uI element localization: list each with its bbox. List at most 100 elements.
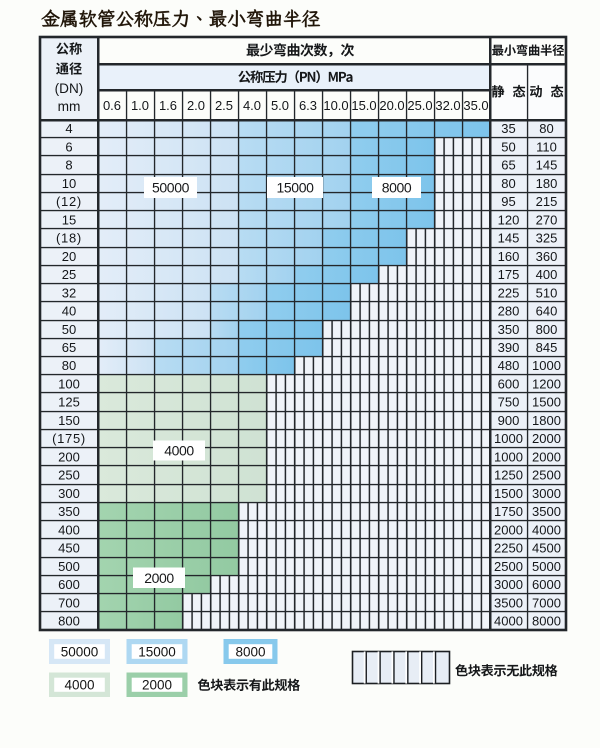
svg-text:20.0: 20.0 [379, 98, 404, 113]
svg-text:4000: 4000 [494, 614, 523, 629]
svg-text:1500: 1500 [494, 486, 523, 501]
svg-text:125: 125 [58, 395, 80, 410]
svg-text:35.0: 35.0 [463, 98, 488, 113]
svg-text:(18): (18) [56, 231, 82, 246]
svg-text:(DN): (DN) [55, 81, 84, 96]
svg-text:1750: 1750 [494, 504, 523, 519]
svg-text:180: 180 [536, 176, 558, 191]
svg-text:400: 400 [536, 267, 558, 282]
svg-text:900: 900 [498, 413, 520, 428]
svg-text:4: 4 [65, 121, 72, 136]
svg-text:3000: 3000 [532, 486, 561, 501]
svg-text:300: 300 [58, 486, 80, 501]
svg-text:160: 160 [498, 249, 520, 264]
svg-text:5.0: 5.0 [271, 98, 289, 113]
svg-text:350: 350 [58, 504, 80, 519]
svg-text:2500: 2500 [494, 559, 523, 574]
svg-text:32.0: 32.0 [435, 98, 460, 113]
svg-text:200: 200 [58, 449, 80, 464]
svg-text:50000: 50000 [61, 644, 99, 659]
svg-text:145: 145 [536, 158, 558, 173]
svg-text:145: 145 [498, 231, 520, 246]
svg-text:50: 50 [501, 139, 515, 154]
svg-text:6000: 6000 [532, 577, 561, 592]
svg-text:80: 80 [501, 176, 515, 191]
svg-text:1.6: 1.6 [159, 98, 177, 113]
svg-text:350: 350 [498, 322, 520, 337]
svg-text:4000: 4000 [64, 678, 94, 693]
svg-text:10.0: 10.0 [323, 98, 348, 113]
svg-text:2000: 2000 [494, 522, 523, 537]
svg-text:640: 640 [536, 304, 558, 319]
svg-text:120: 120 [498, 212, 520, 227]
svg-text:1800: 1800 [532, 413, 561, 428]
svg-text:35: 35 [501, 121, 515, 136]
svg-text:2000: 2000 [532, 431, 561, 446]
svg-text:800: 800 [536, 322, 558, 337]
svg-text:15000: 15000 [277, 180, 315, 196]
svg-text:280: 280 [498, 304, 520, 319]
svg-text:3500: 3500 [532, 504, 561, 519]
svg-text:1200: 1200 [532, 377, 561, 392]
svg-text:2250: 2250 [494, 541, 523, 556]
svg-text:25: 25 [62, 267, 76, 282]
svg-text:6.3: 6.3 [299, 98, 317, 113]
svg-text:480: 480 [498, 358, 520, 373]
svg-text:1250: 1250 [494, 468, 523, 483]
svg-text:3000: 3000 [494, 577, 523, 592]
svg-text:1000: 1000 [494, 431, 523, 446]
svg-text:15.0: 15.0 [351, 98, 376, 113]
svg-text:5000: 5000 [532, 559, 561, 574]
svg-text:15000: 15000 [138, 644, 176, 659]
svg-text:65: 65 [62, 340, 76, 355]
svg-text:(12): (12) [56, 194, 82, 209]
svg-text:2.0: 2.0 [187, 98, 205, 113]
svg-text:400: 400 [58, 522, 80, 537]
svg-text:2.5: 2.5 [215, 98, 233, 113]
svg-text:10: 10 [62, 176, 76, 191]
svg-text:25.0: 25.0 [407, 98, 432, 113]
svg-text:390: 390 [498, 340, 520, 355]
svg-text:500: 500 [58, 559, 80, 574]
svg-text:215: 215 [536, 194, 558, 209]
svg-text:600: 600 [58, 577, 80, 592]
svg-text:150: 150 [58, 413, 80, 428]
svg-text:6: 6 [65, 139, 72, 154]
svg-text:80: 80 [62, 358, 76, 373]
svg-text:2500: 2500 [532, 468, 561, 483]
svg-text:600: 600 [498, 377, 520, 392]
svg-text:40: 40 [62, 304, 76, 319]
svg-text:3500: 3500 [494, 595, 523, 610]
svg-text:270: 270 [536, 212, 558, 227]
svg-text:32: 32 [62, 285, 76, 300]
svg-text:80: 80 [539, 121, 553, 136]
svg-text:510: 510 [536, 285, 558, 300]
svg-text:65: 65 [501, 158, 515, 173]
svg-text:8000: 8000 [532, 614, 561, 629]
svg-text:1000: 1000 [494, 449, 523, 464]
svg-text:8000: 8000 [235, 644, 265, 659]
svg-text:450: 450 [58, 541, 80, 556]
svg-text:0.6: 0.6 [103, 98, 121, 113]
svg-text:175: 175 [498, 267, 520, 282]
svg-text:1.0: 1.0 [131, 98, 149, 113]
svg-text:250: 250 [58, 468, 80, 483]
svg-text:2000: 2000 [532, 449, 561, 464]
svg-text:95: 95 [501, 194, 515, 209]
svg-text:mm: mm [58, 99, 81, 114]
svg-text:1000: 1000 [532, 358, 561, 373]
svg-text:(175): (175) [52, 431, 86, 446]
svg-text:20: 20 [62, 249, 76, 264]
svg-text:4500: 4500 [532, 541, 561, 556]
svg-text:8000: 8000 [382, 180, 412, 196]
svg-text:700: 700 [58, 595, 80, 610]
svg-text:50: 50 [62, 322, 76, 337]
svg-text:2000: 2000 [142, 678, 172, 693]
svg-text:100: 100 [58, 377, 80, 392]
svg-text:15: 15 [62, 212, 76, 227]
svg-text:325: 325 [536, 231, 558, 246]
svg-text:50000: 50000 [152, 180, 190, 196]
svg-text:7000: 7000 [532, 595, 561, 610]
svg-text:8: 8 [65, 158, 72, 173]
svg-text:225: 225 [498, 285, 520, 300]
